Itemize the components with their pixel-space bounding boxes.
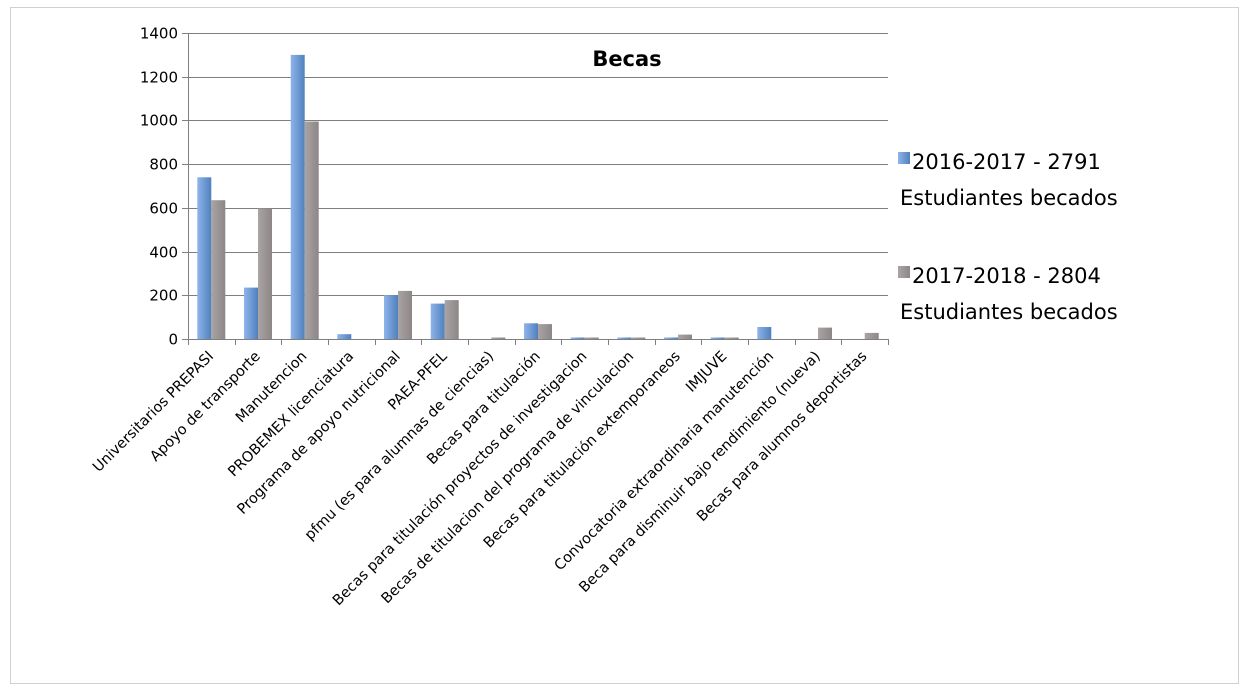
bar-series-1 xyxy=(430,303,445,339)
y-tick-label: 1200 xyxy=(140,69,178,87)
y-tick-label: 0 xyxy=(168,331,178,349)
y-axis-ticks: 0 200 400 600 800 1000 1200 1400 xyxy=(140,25,178,349)
bar-series-1 xyxy=(337,334,352,339)
legend-label: Estudiantes becados xyxy=(900,300,1118,324)
bar-series-2 xyxy=(304,121,319,339)
chart-frame xyxy=(10,7,1239,684)
bar-series-2 xyxy=(631,337,646,339)
bar-series-2 xyxy=(678,334,692,339)
bar-series-1 xyxy=(290,54,305,340)
chart-title: Becas xyxy=(592,47,661,71)
y-tick-label: 200 xyxy=(149,287,178,305)
y-tick-label: 400 xyxy=(149,244,178,262)
bar-series-1 xyxy=(570,337,585,339)
bar-series-2 xyxy=(258,208,272,339)
bar-series-1 xyxy=(617,337,632,339)
bar-series-2 xyxy=(818,327,832,339)
bar-series-1 xyxy=(384,295,398,339)
y-tick-label: 800 xyxy=(149,156,178,174)
bar-series-2 xyxy=(398,290,412,339)
bar-series-2 xyxy=(491,337,506,339)
legend: 2016-2017 - 2791 Estudiantes becados 2017-… xyxy=(898,150,1118,324)
bar-series-1 xyxy=(197,177,212,339)
bar-series-1 xyxy=(524,323,538,339)
bar-series-1 xyxy=(710,337,725,339)
bar-series-2 xyxy=(724,337,739,339)
bar-series-2 xyxy=(211,200,226,339)
bar-series-2 xyxy=(444,300,459,339)
bar-series-2 xyxy=(538,324,552,339)
bar-series-1 xyxy=(244,287,258,339)
y-tick-label: 1400 xyxy=(140,25,178,43)
y-tick-label: 1000 xyxy=(140,112,178,130)
legend-label: 2016-2017 - 2791 xyxy=(912,150,1101,174)
legend-swatch xyxy=(898,152,910,164)
bar-series-2 xyxy=(864,332,879,339)
bar-series-1 xyxy=(664,337,678,339)
legend-label: 2017-2018 - 2804 xyxy=(912,264,1101,288)
bar-series-2 xyxy=(584,337,599,339)
y-tick-label: 600 xyxy=(149,200,178,218)
legend-label: Estudiantes becados xyxy=(900,186,1118,210)
bars xyxy=(197,54,879,340)
bar-series-1 xyxy=(757,327,772,339)
legend-swatch xyxy=(898,266,910,278)
